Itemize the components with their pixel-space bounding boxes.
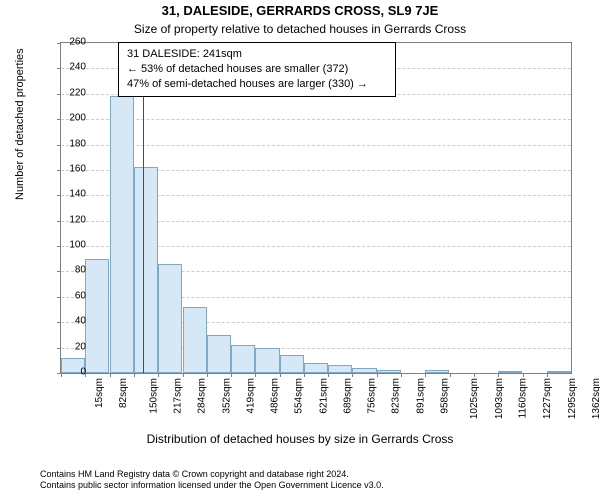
y-tick-mark — [57, 221, 61, 222]
y-tick-mark — [57, 195, 61, 196]
x-tick-mark — [377, 373, 378, 377]
y-tick-label: 120 — [69, 214, 86, 225]
y-tick-label: 160 — [69, 163, 86, 174]
y-tick-mark — [57, 297, 61, 298]
x-tick-label: 419sqm — [245, 378, 256, 414]
y-tick-mark — [57, 348, 61, 349]
y-tick-label: 180 — [69, 138, 86, 149]
x-tick-label: 150sqm — [148, 378, 159, 414]
x-tick-label: 82sqm — [118, 378, 129, 408]
title-main: 31, DALESIDE, GERRARDS CROSS, SL9 7JE — [0, 3, 600, 18]
y-tick-mark — [57, 145, 61, 146]
x-tick-mark — [110, 373, 111, 377]
y-tick-mark — [57, 43, 61, 44]
y-tick-label: 0 — [80, 367, 86, 378]
x-tick-label: 823sqm — [391, 378, 402, 414]
x-tick-mark — [401, 373, 402, 377]
y-tick-label: 140 — [69, 189, 86, 200]
y-tick-mark — [57, 94, 61, 95]
x-tick-mark — [231, 373, 232, 377]
x-tick-label: 554sqm — [294, 378, 305, 414]
histogram-bar — [547, 371, 571, 373]
x-tick-label: 1362sqm — [591, 378, 600, 419]
histogram-bar — [183, 307, 207, 373]
footer-line-1: Contains HM Land Registry data © Crown c… — [40, 469, 384, 481]
x-tick-mark — [134, 373, 135, 377]
y-tick-label: 20 — [75, 341, 86, 352]
y-tick-mark — [57, 119, 61, 120]
histogram-bar — [110, 96, 134, 373]
x-tick-mark — [158, 373, 159, 377]
histogram-bar — [328, 365, 352, 373]
x-tick-label: 352sqm — [221, 378, 232, 414]
callout-line-2: ← 53% of detached houses are smaller (37… — [127, 62, 387, 77]
callout-box: 31 DALESIDE: 241sqm ← 53% of detached ho… — [118, 42, 396, 97]
grid-line — [61, 119, 571, 120]
y-tick-mark — [57, 170, 61, 171]
x-tick-mark — [474, 373, 475, 377]
footer-attribution: Contains HM Land Registry data © Crown c… — [40, 469, 384, 492]
footer-line-2: Contains public sector information licen… — [40, 480, 384, 492]
x-tick-label: 958sqm — [440, 378, 451, 414]
x-tick-label: 1093sqm — [494, 378, 505, 419]
histogram-bar — [425, 370, 449, 373]
y-tick-label: 240 — [69, 62, 86, 73]
y-tick-label: 100 — [69, 240, 86, 251]
x-tick-label: 15sqm — [94, 378, 105, 408]
title-sub: Size of property relative to detached ho… — [0, 22, 600, 36]
y-tick-label: 220 — [69, 87, 86, 98]
x-tick-mark — [352, 373, 353, 377]
histogram-bar — [231, 345, 255, 373]
x-tick-mark — [450, 373, 451, 377]
x-axis-label: Distribution of detached houses by size … — [0, 432, 600, 446]
histogram-bar — [85, 259, 109, 373]
histogram-bar — [280, 355, 304, 373]
histogram-bar — [255, 348, 279, 373]
x-tick-label: 621sqm — [318, 378, 329, 414]
histogram-bar — [377, 370, 401, 373]
y-tick-mark — [57, 271, 61, 272]
x-tick-mark — [61, 373, 62, 377]
x-tick-label: 1227sqm — [542, 378, 553, 419]
histogram-bar — [158, 264, 182, 373]
histogram-bar — [498, 371, 522, 373]
x-tick-label: 1025sqm — [469, 378, 480, 419]
x-tick-mark — [207, 373, 208, 377]
grid-line — [61, 145, 571, 146]
y-tick-label: 260 — [69, 37, 86, 48]
x-tick-mark — [498, 373, 499, 377]
histogram-bar — [352, 368, 376, 373]
y-tick-label: 40 — [75, 316, 86, 327]
y-tick-label: 60 — [75, 290, 86, 301]
histogram-bar — [134, 167, 158, 373]
y-tick-mark — [57, 246, 61, 247]
y-tick-label: 80 — [75, 265, 86, 276]
callout-line-1: 31 DALESIDE: 241sqm — [127, 47, 387, 62]
histogram-bar — [304, 363, 328, 373]
x-tick-label: 756sqm — [367, 378, 378, 414]
y-tick-mark — [57, 68, 61, 69]
x-tick-mark — [183, 373, 184, 377]
x-tick-mark — [523, 373, 524, 377]
x-tick-label: 486sqm — [269, 378, 280, 414]
x-tick-mark — [304, 373, 305, 377]
x-tick-label: 891sqm — [416, 378, 427, 414]
histogram-bar — [207, 335, 231, 373]
callout-line-3: 47% of semi-detached houses are larger (… — [127, 77, 387, 92]
x-tick-label: 217sqm — [172, 378, 183, 414]
x-tick-label: 284sqm — [197, 378, 208, 414]
y-tick-label: 200 — [69, 113, 86, 124]
x-tick-mark — [255, 373, 256, 377]
x-tick-label: 1160sqm — [517, 378, 528, 418]
y-tick-mark — [57, 322, 61, 323]
x-tick-mark — [328, 373, 329, 377]
x-tick-label: 689sqm — [343, 378, 354, 414]
x-tick-mark — [547, 373, 548, 377]
x-tick-mark — [280, 373, 281, 377]
y-axis-label: Number of detached properties — [14, 48, 26, 200]
x-tick-label: 1295sqm — [567, 378, 578, 419]
x-tick-mark — [425, 373, 426, 377]
